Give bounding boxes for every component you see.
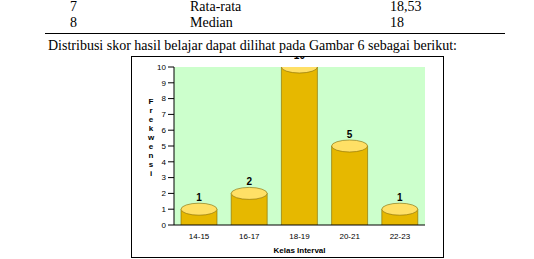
svg-text:1: 1 <box>196 192 202 203</box>
html-text:F: F <box>148 97 154 106</box>
svg-text:16-17: 16-17 <box>239 232 260 241</box>
html-text:8: 8 <box>70 15 77 30</box>
html-text:Distribusi skor hasil belajar: Distribusi skor hasil belajar dapat dili… <box>48 38 457 53</box>
svg-text:2: 2 <box>162 189 167 198</box>
svg-text:18-19: 18-19 <box>289 232 310 241</box>
html-text:18: 18 <box>390 15 404 30</box>
svg-text:6: 6 <box>162 126 167 135</box>
svg-text:0: 0 <box>162 221 167 230</box>
html-text:7: 7 <box>70 0 77 14</box>
html-text:18,53: 18,53 <box>390 0 422 14</box>
html-text:n: n <box>148 151 154 160</box>
html-text:Median: Median <box>190 15 233 30</box>
svg-text:8: 8 <box>162 94 167 103</box>
html-text:e: e <box>148 142 154 151</box>
svg-text:10: 10 <box>294 57 306 61</box>
svg-text:20-21: 20-21 <box>339 232 360 241</box>
svg-text:5: 5 <box>162 142 167 151</box>
svg-text:1: 1 <box>397 192 403 203</box>
svg-text:22-23: 22-23 <box>390 232 411 241</box>
svg-text:14-15: 14-15 <box>189 232 210 241</box>
html-text:e: e <box>148 115 154 124</box>
html-text:k: k <box>148 124 154 133</box>
svg-text:1: 1 <box>162 205 167 214</box>
svg-text:Kelas Interval: Kelas Interval <box>273 246 325 255</box>
svg-text:9: 9 <box>162 79 167 88</box>
html-text:s: s <box>148 160 154 169</box>
svg-text:5: 5 <box>347 129 353 140</box>
svg-text:2: 2 <box>246 176 252 187</box>
html-text:r: r <box>149 106 153 115</box>
html-text:w: w <box>147 133 155 142</box>
svg-text:3: 3 <box>162 173 167 182</box>
svg-text:7: 7 <box>162 110 167 119</box>
svg-text:4: 4 <box>162 158 167 167</box>
svg-text:10: 10 <box>157 63 166 72</box>
html-text:i: i <box>149 169 153 178</box>
html-text:Rata-rata: Rata-rata <box>190 0 242 14</box>
